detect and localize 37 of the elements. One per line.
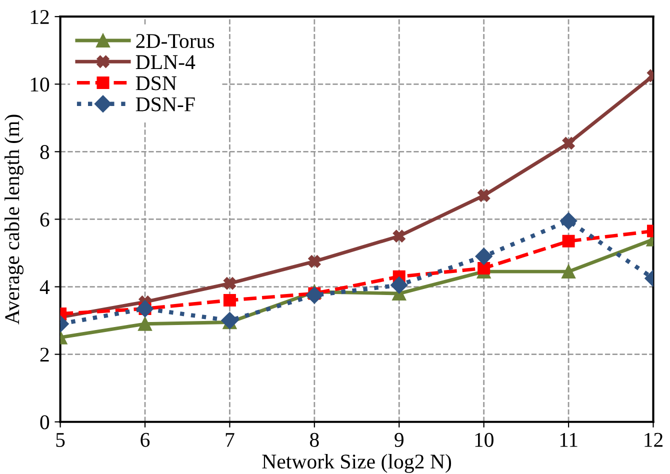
point — [306, 286, 323, 304]
point — [478, 189, 490, 202]
x-tick-label: 10 — [475, 432, 494, 447]
legend-label: DLN-4 — [136, 55, 196, 69]
x-tick-label: 8 — [310, 432, 319, 447]
legend-label: 2D-Torus — [136, 34, 214, 48]
y-tick-label: 2 — [40, 348, 49, 362]
y-tick-label: 12 — [30, 10, 49, 24]
x-tick-label: 11 — [560, 432, 578, 447]
y-tick-label: 0 — [40, 415, 50, 430]
point — [475, 248, 492, 265]
point — [138, 316, 152, 331]
point — [223, 277, 236, 290]
y-axis-title: Average cable length (m) — [4, 114, 24, 324]
point — [308, 255, 321, 268]
x-tick-label: 9 — [394, 432, 404, 447]
point — [392, 230, 406, 242]
point — [562, 234, 575, 248]
point — [562, 264, 576, 279]
y-tick-label: 10 — [30, 78, 50, 92]
x-tick-label: 12 — [644, 432, 663, 447]
x-tick-label: 5 — [56, 433, 65, 447]
legend-label: DSN — [136, 76, 176, 90]
point — [478, 262, 490, 274]
y-tick-label: 6 — [40, 212, 50, 227]
legend-label: DSN-F — [136, 97, 195, 112]
y-tick-label: 8 — [40, 145, 50, 160]
point — [562, 136, 575, 150]
y-tick-label: 4 — [40, 280, 50, 294]
point — [390, 276, 408, 294]
x-tick-label: 6 — [140, 432, 150, 447]
point — [221, 312, 238, 330]
point — [223, 294, 236, 307]
point — [560, 212, 578, 230]
x-axis-title: Network Size (log2 N) — [262, 454, 452, 473]
point — [136, 300, 154, 318]
x-tick-label: 7 — [226, 433, 234, 447]
